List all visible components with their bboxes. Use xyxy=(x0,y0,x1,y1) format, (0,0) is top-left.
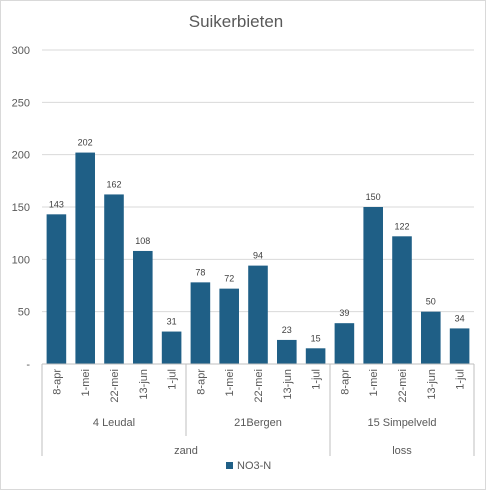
x-tick-label-6: 1-mei xyxy=(224,369,236,397)
bar-21bergen-8-apr xyxy=(190,282,211,364)
bar-4-leudal-1-jul xyxy=(161,331,182,364)
bar-4-leudal-8-apr xyxy=(46,214,67,364)
bar-4-leudal-13-jun xyxy=(133,250,153,364)
location-label-4-leudal: 4 Leudal xyxy=(93,417,135,429)
x-tick-label-12: 22-mei xyxy=(397,369,409,403)
data-label-4: 31 xyxy=(167,317,177,327)
data-label-8: 23 xyxy=(282,325,292,335)
soil-label-zand: zand xyxy=(174,445,198,457)
x-tick-label-8: 13-jun xyxy=(282,369,294,400)
legend-label-no3-n: NO3-N xyxy=(237,460,271,472)
y-axis: - 50 100 150 200 250 300 xyxy=(12,45,31,371)
x-tick-label-10: 8-apr xyxy=(339,369,351,395)
y-tick-label-0: - xyxy=(26,359,30,371)
x-tick-label-2: 22-mei xyxy=(109,369,121,403)
x-tick-label-7: 22-mei xyxy=(253,369,265,403)
x-tick-label-9: 1-jul xyxy=(311,369,323,390)
bar-21bergen-1-jul xyxy=(305,348,326,364)
bar-4-leudal-22-mei xyxy=(104,194,124,364)
data-label-12: 122 xyxy=(394,221,409,231)
data-label-3: 108 xyxy=(135,236,150,246)
x-tick-label-13: 13-jun xyxy=(426,369,438,400)
data-label-0: 143 xyxy=(49,199,64,209)
x-tick-label-1: 1-mei xyxy=(80,369,92,397)
x-tick-label-3: 13-jun xyxy=(138,369,150,400)
soil-label-loss: loss xyxy=(392,445,412,457)
y-tick-label-100: 100 xyxy=(12,254,30,266)
data-label-5: 78 xyxy=(195,267,205,277)
data-label-11: 150 xyxy=(366,192,381,202)
x-tick-label-4: 1-jul xyxy=(167,369,179,390)
x-tick-label-11: 1-mei xyxy=(368,369,380,397)
data-label-13: 50 xyxy=(426,297,436,307)
x-tick-label-14: 1-jul xyxy=(455,369,467,390)
bar-15-simpelveld-22-mei xyxy=(392,236,412,364)
y-tick-label-200: 200 xyxy=(12,150,30,162)
y-tick-label-250: 250 xyxy=(12,97,30,109)
x-axis: 8-apr 1-mei 22-mei 13-jun 1-jul 8-apr 1-mei 22-… xyxy=(41,363,475,457)
legend-swatch-no3-n xyxy=(226,462,233,469)
chart-title: Suikerbieten xyxy=(189,12,284,31)
x-tick-label-0: 8-apr xyxy=(51,369,63,395)
data-label-14: 34 xyxy=(455,313,465,323)
data-label-2: 162 xyxy=(106,179,121,189)
data-label-9: 15 xyxy=(311,333,321,343)
bar-15-simpelveld-1-jul xyxy=(449,328,470,364)
bar-15-simpelveld-13-jun xyxy=(421,311,441,364)
bar-15-simpelveld-1-mei xyxy=(363,207,383,364)
data-label-1: 202 xyxy=(78,138,93,148)
data-labels: 143 202 162 108 31 78 72 94 23 15 39 150 122 50 34 xyxy=(49,138,465,344)
location-label-15-simpelveld: 15 Simpelveld xyxy=(367,417,436,429)
y-tick-label-150: 150 xyxy=(12,202,30,214)
data-label-6: 72 xyxy=(224,274,234,284)
bar-4-leudal-1-mei xyxy=(75,152,95,364)
data-label-10: 39 xyxy=(339,308,349,318)
y-tick-label-300: 300 xyxy=(12,45,30,57)
bar-21bergen-22-mei xyxy=(248,265,268,364)
bar-15-simpelveld-8-apr xyxy=(334,323,355,364)
bars xyxy=(46,152,470,364)
bar-21bergen-13-jun xyxy=(277,339,297,364)
x-tick-label-5: 8-apr xyxy=(195,369,207,395)
bar-21bergen-1-mei xyxy=(219,288,239,364)
y-tick-label-50: 50 xyxy=(18,307,30,319)
legend: NO3-N xyxy=(226,460,271,472)
data-label-7: 94 xyxy=(253,251,263,261)
location-label-21bergen: 21Bergen xyxy=(234,417,282,429)
